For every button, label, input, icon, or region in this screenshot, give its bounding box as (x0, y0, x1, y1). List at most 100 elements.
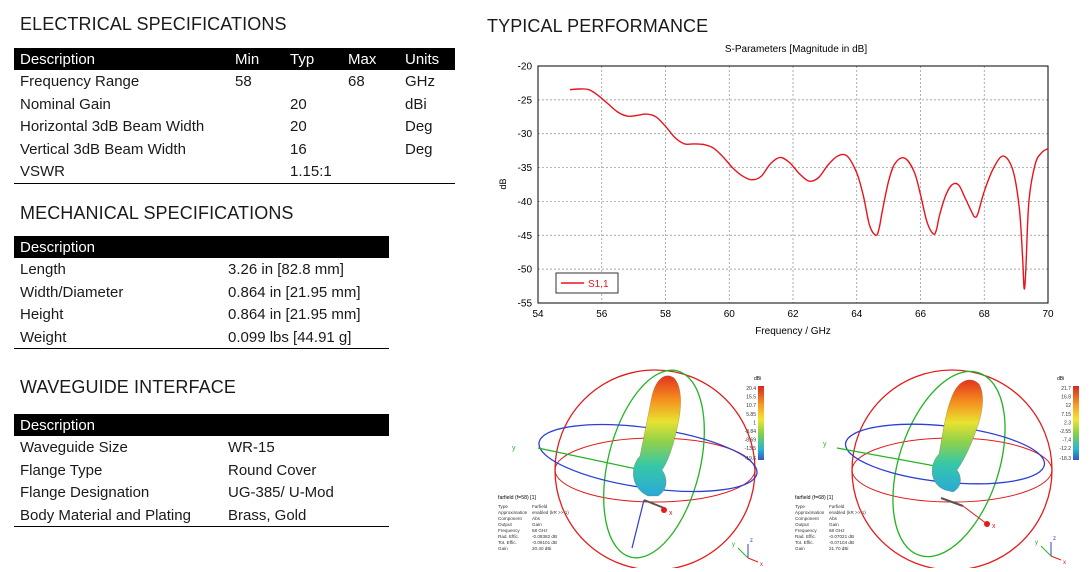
cell-label: Length (20, 260, 66, 278)
header-description: Description (14, 236, 389, 258)
triad-x (747, 557, 759, 563)
triad-x-label: x (1063, 560, 1066, 566)
triad-y-label: y (1035, 540, 1038, 546)
colorbar-tick: -13.5 (745, 446, 757, 452)
cell-value: Round Cover (228, 461, 317, 479)
info-value: 21.70 dBi (829, 546, 848, 551)
cell-label: Flange Type (20, 461, 103, 479)
x-tick-labels: 54 56 58 60 62 64 66 68 70 (532, 309, 1054, 320)
cell-value: WR-15 (228, 438, 275, 456)
triad-x-label: x (760, 562, 763, 568)
info-value: Farfield (532, 504, 548, 509)
y-axis-label: y (512, 445, 516, 452)
colorbar-tick: 12 (1065, 403, 1071, 409)
info-value: Farfield (829, 504, 845, 509)
colorbar-tick: 21.7 (1061, 386, 1071, 392)
axis-triad: z y x (732, 538, 763, 568)
info-label: Tot. Effic. (795, 540, 814, 545)
table-row: Vertical 3dB Beam Width 16 Deg (14, 138, 455, 161)
info-label: Rad. Effic. (795, 534, 816, 539)
legend-box (555, 272, 619, 294)
cell-value: 0.099 lbs [44.91 g] (222, 326, 389, 350)
cell-max (342, 138, 399, 161)
triad-y (737, 547, 749, 559)
y-tick-label: -25 (518, 95, 533, 106)
header-min: Min (229, 48, 284, 70)
colorbar (758, 386, 764, 460)
cell-max (342, 160, 399, 184)
legend-label: S1,1 (588, 279, 609, 290)
table-row: Waveguide Size WR-15 (14, 436, 389, 459)
table-header-row: Description (14, 236, 389, 258)
cell-min: 58 (235, 72, 252, 90)
green-meridian-ring (892, 370, 1006, 558)
cell-typ: 16 (290, 140, 307, 158)
colorbar-ticks: 20.4 15.5 10.7 5.85 1 -3.84 -8.69 -13.5 … (745, 386, 757, 462)
info-label: Output (498, 522, 513, 527)
x-tick-label: 54 (532, 309, 544, 320)
cell-value: Brass, Gold (222, 504, 389, 528)
z-axis-line (631, 499, 645, 549)
table-row: Width/Diameter 0.864 in [21.95 mm] (14, 281, 389, 304)
info-label: Rad. Effic. (498, 534, 519, 539)
x-axis-label: x (992, 523, 996, 530)
colorbar-tick: 15.5 (746, 395, 756, 401)
electrical-specs-table: Description Min Typ Max Units Frequency … (14, 48, 455, 184)
y-axis-label: y (823, 441, 827, 448)
info-value: enabled (kR >> 1) (532, 510, 569, 515)
mechanical-specs-table: Description Length 3.26 in [82.8 mm] Wid… (14, 236, 389, 350)
x-tick-label: 68 (979, 309, 991, 320)
table-header-row: Description Min Typ Max Units (14, 48, 455, 70)
colorbar (1073, 386, 1079, 460)
cell-label: Width/Diameter (20, 283, 124, 301)
cell-description: Horizontal 3dB Beam Width (20, 118, 205, 136)
y-tick-label: -50 (518, 265, 533, 276)
triad-z-label: z (1053, 536, 1056, 542)
info-value: -0.09101 dB (532, 540, 557, 545)
cell-value: 0.864 in [21.95 mm] (228, 283, 361, 301)
table-row: Flange Type Round Cover (14, 459, 389, 482)
cell-typ: 20 (290, 95, 307, 113)
typical-performance-title: TYPICAL PERFORMANCE (487, 16, 709, 36)
cell-description: Nominal Gain (20, 95, 111, 113)
cell-typ (284, 70, 342, 93)
cell-typ: 1.15:1 (284, 160, 342, 184)
y-axis-label: dB (498, 178, 508, 189)
cell-max: 68 (348, 72, 365, 90)
info-label: Frequency (498, 528, 520, 533)
cell-units (399, 160, 455, 184)
axis-triad: z y x (1035, 536, 1066, 566)
table-row: Body Material and Plating Brass, Gold (14, 504, 389, 528)
cell-units: GHz (405, 72, 435, 90)
cell-label: Height (20, 306, 64, 324)
info-value: -0.07104 dB (829, 540, 854, 545)
colorbar-tick: -3.84 (745, 429, 757, 435)
info-label: Output (795, 522, 810, 527)
cell-units: dBi (405, 95, 427, 113)
chart-series (569, 88, 1049, 290)
header-max: Max (342, 48, 399, 70)
header-description: Description (14, 414, 389, 436)
table-row: VSWR 1.15:1 (14, 160, 455, 184)
table-row: Weight 0.099 lbs [44.91 g] (14, 326, 389, 350)
x-axis-marker (661, 507, 667, 513)
cell-value: 0.864 in [21.95 mm] (228, 306, 361, 324)
colorbar-tick: -2.55 (1060, 429, 1072, 435)
colorbar-tick: 7.15 (1061, 412, 1071, 418)
info-label: Component (795, 516, 819, 521)
mechanical-specs-title: MECHANICAL SPECIFICATIONS (20, 203, 294, 223)
info-value: enabled (kR >> 1) (829, 510, 866, 515)
y-tick-label: -35 (518, 163, 533, 174)
info-label: Tot. Effic. (498, 540, 517, 545)
y-tick-label: -20 (518, 62, 533, 73)
info-label: Component (498, 516, 522, 521)
cell-min (229, 115, 284, 138)
s-parameter-chart: S-Parameters [Magnitude in dB] -20 -25 -30… (498, 44, 1054, 337)
colorbar-tick: 5.85 (746, 412, 756, 418)
farfield-name: farfield (f=58) [1] (498, 495, 536, 501)
x-axis-arrow (962, 505, 988, 525)
x-tick-label: 62 (787, 309, 799, 320)
info-label: Frequency (795, 528, 817, 533)
info-label: Gain (498, 546, 508, 551)
info-value: 20.40 dBi (532, 546, 551, 551)
